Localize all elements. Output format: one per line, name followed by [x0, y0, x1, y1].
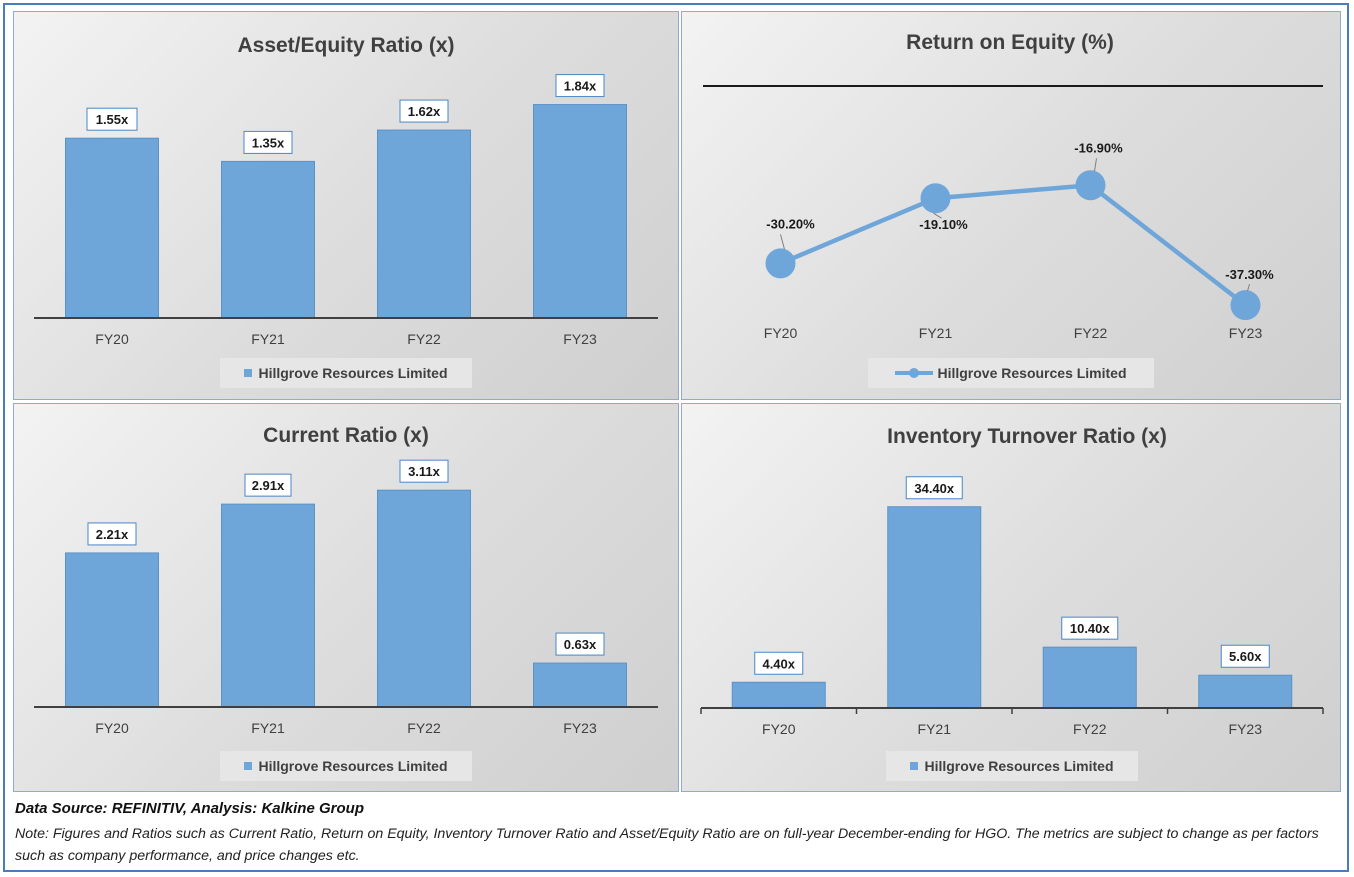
- data-label-box: [1061, 616, 1119, 640]
- x-tick-label: FY21: [919, 325, 953, 341]
- leader-line: [780, 234, 785, 250]
- data-point: [765, 248, 796, 279]
- bar: [65, 552, 159, 708]
- data-label-box: [399, 99, 449, 123]
- x-tick-label: FY20: [762, 721, 796, 737]
- bar: [221, 160, 315, 319]
- legend-label: Hillgrove Resources Limited: [937, 365, 1127, 381]
- data-label: -30.20%: [766, 216, 815, 231]
- data-label-box: [1220, 644, 1270, 668]
- data-label: 4.40x: [762, 656, 795, 671]
- bar: [1198, 674, 1293, 709]
- x-tick-label: FY23: [563, 331, 597, 347]
- chart-title: Current Ratio (x): [263, 424, 429, 447]
- asset-equity-chart: Asset/Equity Ratio (x) 1.55x FY20 1.35x FY2…: [13, 11, 679, 400]
- x-tick-label: FY20: [95, 331, 129, 347]
- chart-legend: Hillgrove Resources Limited: [220, 751, 472, 781]
- chart-legend: Hillgrove Resources Limited: [868, 358, 1154, 388]
- leader-line: [933, 212, 942, 219]
- chart-title: Return on Equity (%): [906, 31, 1114, 54]
- legend-line-swatch: [895, 368, 934, 378]
- x-tick-label: FY21: [918, 721, 952, 737]
- data-label: 5.60x: [1229, 649, 1262, 664]
- legend-swatch: [910, 762, 919, 770]
- data-label: 1.84x: [564, 79, 597, 94]
- data-label: 2.91x: [252, 478, 285, 493]
- data-label: 2.21x: [96, 527, 129, 542]
- inventory-turnover-svg: Inventory Turnover Ratio (x) 4.40x FY20 34…: [700, 425, 1324, 737]
- x-tick-label: FY23: [1229, 721, 1263, 737]
- chart-title: Asset/Equity Ratio (x): [237, 34, 454, 57]
- legend-swatch: [244, 762, 253, 770]
- data-label-box: [905, 476, 963, 500]
- x-tick-label: FY22: [407, 720, 441, 736]
- data-source: Data Source: REFINITIV, Analysis: Kalkin…: [15, 800, 364, 817]
- data-label-box: [244, 473, 292, 497]
- data-label: 1.35x: [252, 135, 285, 150]
- bar: [887, 506, 982, 709]
- roe-svg: Return on Equity (%) -30.20% FY20 -19.10% F…: [703, 31, 1323, 341]
- bar: [533, 662, 627, 708]
- chart-legend: Hillgrove Resources Limited: [220, 358, 472, 388]
- data-label: -37.30%: [1225, 267, 1274, 282]
- return-on-equity-chart: Return on Equity (%) -30.20% FY20 -19.10% F…: [681, 11, 1341, 400]
- x-tick-label: FY21: [251, 331, 285, 347]
- bar: [65, 137, 159, 319]
- data-point: [1075, 170, 1106, 201]
- legend-label: Hillgrove Resources Limited: [258, 758, 448, 774]
- footnote: Note: Figures and Ratios such as Current…: [15, 826, 1319, 864]
- chart-legend: Hillgrove Resources Limited: [886, 751, 1138, 781]
- asset-equity-svg: Asset/Equity Ratio (x) 1.55x FY20 1.35x FY2…: [34, 34, 658, 347]
- data-label-box: [243, 130, 293, 154]
- x-tick-label: FY22: [1074, 325, 1108, 341]
- data-label-box: [399, 459, 449, 483]
- bar: [377, 129, 471, 319]
- data-label: 1.62x: [408, 104, 441, 119]
- x-tick-label: FY23: [563, 720, 597, 736]
- leader-line: [1094, 158, 1097, 172]
- chart-title: Inventory Turnover Ratio (x): [887, 425, 1167, 448]
- bar: [731, 681, 826, 709]
- x-tick-label: FY23: [1229, 325, 1263, 341]
- data-label: 0.63x: [564, 637, 597, 652]
- data-label-box: [555, 632, 605, 656]
- legend-label: Hillgrove Resources Limited: [258, 365, 448, 381]
- data-label: 3.11x: [408, 464, 441, 479]
- data-label-box: [555, 74, 605, 98]
- inventory-turnover-chart: Inventory Turnover Ratio (x) 4.40x FY20 34…: [681, 403, 1341, 792]
- leader-line: [1247, 284, 1250, 292]
- data-label: 10.40x: [1070, 621, 1111, 636]
- x-tick-label: FY22: [1073, 721, 1107, 737]
- current-ratio-chart: Current Ratio (x) 2.21x FY20 2.91x FY21 3.11…: [13, 403, 679, 792]
- data-point: [1230, 290, 1261, 321]
- data-point: [920, 183, 951, 214]
- bar: [377, 489, 471, 708]
- data-label: 1.55x: [96, 112, 129, 127]
- series-line: [779, 183, 1247, 307]
- data-label-box: [754, 651, 804, 675]
- x-tick-label: FY20: [95, 720, 129, 736]
- data-label: -19.10%: [919, 217, 968, 232]
- bar: [221, 503, 315, 708]
- data-label-box: [86, 107, 138, 131]
- x-tick-label: FY21: [251, 720, 285, 736]
- data-label-box: [87, 522, 137, 546]
- legend-swatch: [244, 369, 253, 377]
- x-tick-label: FY22: [407, 331, 441, 347]
- data-label: -16.90%: [1074, 140, 1123, 155]
- bar: [1042, 646, 1137, 709]
- bar: [533, 104, 627, 319]
- legend-label: Hillgrove Resources Limited: [924, 758, 1114, 774]
- data-label: 34.40x: [914, 481, 955, 496]
- current-ratio-svg: Current Ratio (x) 2.21x FY20 2.91x FY21 3.11…: [34, 424, 658, 736]
- x-tick-label: FY20: [764, 325, 798, 341]
